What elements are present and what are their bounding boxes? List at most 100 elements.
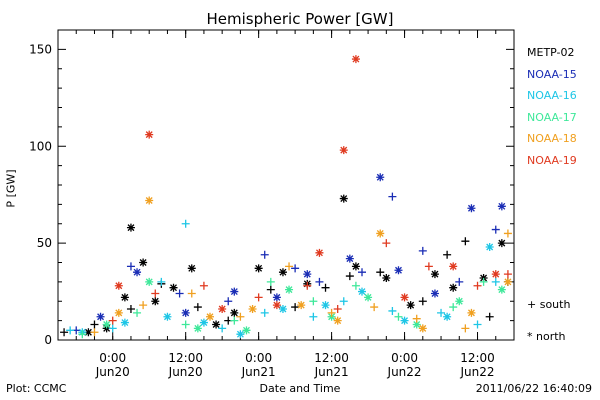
noaa-17-north-point <box>285 285 294 294</box>
noaa-16-north-point <box>321 301 330 310</box>
noaa-16-north-point <box>199 318 208 327</box>
noaa-19-north-point <box>114 281 123 290</box>
noaa-18-north-point <box>503 277 512 286</box>
noaa-19-north-point <box>491 270 500 279</box>
noaa-16-south-point <box>473 320 482 329</box>
noaa-15-north-point <box>230 287 239 296</box>
noaa-15-north-point <box>303 270 312 279</box>
noaa-17-north-point <box>242 326 251 335</box>
plot-frame <box>57 29 515 341</box>
noaa-15-north-point <box>430 289 439 298</box>
metp-02-north-point <box>126 223 135 232</box>
x-tick-label-date: Jun20 <box>168 365 203 379</box>
noaa-15-south-point <box>260 250 269 259</box>
noaa-18-north-point <box>376 229 385 238</box>
noaa-18-north-point <box>418 324 427 333</box>
metp-02-south-point <box>485 312 494 321</box>
metp-02-north-point <box>151 297 160 306</box>
noaa-17-north-point <box>193 324 202 333</box>
noaa-19-south-point <box>382 239 391 248</box>
noaa-18-south-point <box>139 301 148 310</box>
x-tick-label-date: Jun20 <box>95 365 130 379</box>
noaa-18-south-point <box>187 289 196 298</box>
noaa-19-south-point <box>424 262 433 271</box>
x-tick-label-date: Jun21 <box>241 365 276 379</box>
metp-02-south-point <box>376 268 385 277</box>
metp-02-south-point <box>266 285 275 294</box>
noaa-15-north-point <box>181 308 190 317</box>
noaa-19-south-point <box>303 281 312 290</box>
x-tick-label-time: 0:00 <box>245 351 272 365</box>
noaa-18-north-point <box>333 316 342 325</box>
x-tick-label-time: 12:00 <box>168 351 203 365</box>
noaa-19-south-point <box>151 289 160 298</box>
noaa-18-south-point <box>461 324 470 333</box>
noaa-18-south-point <box>412 314 421 323</box>
x-tick-label-date: Jun22 <box>387 365 422 379</box>
metp-02-south-point <box>443 250 452 259</box>
noaa-16-north-point <box>400 316 409 325</box>
noaa-16-south-point <box>388 306 397 315</box>
legend-entry: NOAA-16 <box>527 89 577 102</box>
metp-02-south-point <box>60 328 69 337</box>
x-axis-label: Date and Time <box>259 382 341 395</box>
noaa-18-north-point <box>206 312 214 321</box>
noaa-15-south-point <box>224 297 233 306</box>
metp-02-north-point <box>139 258 148 267</box>
noaa-19-north-point <box>449 262 458 271</box>
plot-source-label: Plot: CCMC <box>6 382 67 395</box>
noaa-16-south-point <box>108 324 117 333</box>
metp-02-south-point <box>461 237 470 246</box>
noaa-17-south-point <box>266 277 275 286</box>
south-marker-key: + south <box>527 298 571 311</box>
metp-02-south-point <box>418 297 427 306</box>
noaa-15-north-point <box>376 173 385 182</box>
noaa-16-south-point <box>491 277 500 286</box>
metp-02-north-point <box>278 268 287 277</box>
noaa-18-north-point <box>297 301 306 310</box>
noaa-15-north-point <box>96 312 105 321</box>
noaa-18-south-point <box>90 328 99 337</box>
metp-02-north-point <box>382 274 391 282</box>
noaa-16-north-point <box>485 243 494 251</box>
legend-entry: NOAA-18 <box>527 132 577 145</box>
noaa-19-north-point <box>351 55 360 64</box>
metp-02-south-point <box>90 320 99 329</box>
noaa-19-north-point <box>400 293 409 302</box>
metp-02-north-point <box>406 301 415 310</box>
metp-02-north-point <box>169 283 178 292</box>
noaa-16-south-point <box>260 308 269 317</box>
legend-entry: METP-02 <box>527 46 575 59</box>
noaa-19-south-point <box>199 281 208 290</box>
noaa-19-north-point <box>315 248 324 257</box>
north-marker-key: * north <box>527 330 566 343</box>
noaa-18-north-point <box>248 305 257 313</box>
noaa-19-south-point <box>108 316 117 325</box>
y-tick-label: 50 <box>37 236 52 250</box>
legend-entry: NOAA-15 <box>527 67 577 81</box>
noaa-17-south-point <box>449 303 458 312</box>
noaa-15-south-point <box>126 262 135 271</box>
noaa-19-north-point <box>272 301 281 310</box>
noaa-19-north-point <box>339 146 348 155</box>
metp-02-north-point <box>230 308 239 317</box>
noaa-17-south-point <box>133 308 142 317</box>
x-tick-label-time: 12:00 <box>314 351 349 365</box>
metp-02-north-point <box>351 262 360 271</box>
noaa-19-north-point <box>218 305 227 313</box>
noaa-17-south-point <box>479 277 488 286</box>
noaa-18-north-point <box>114 308 123 317</box>
noaa-16-north-point <box>163 312 172 321</box>
noaa-16-north-point <box>120 318 129 327</box>
metp-02-north-point <box>339 194 348 203</box>
metp-02-south-point <box>291 303 300 312</box>
noaa-16-south-point <box>157 277 166 286</box>
x-tick-label-time: 12:00 <box>460 351 495 365</box>
noaa-16-north-point <box>358 287 366 296</box>
noaa-18-north-point <box>467 308 476 317</box>
noaa-17-north-point <box>145 277 154 286</box>
noaa-15-south-point <box>315 277 324 286</box>
metp-02-north-point <box>212 320 221 329</box>
metp-02-south-point <box>193 303 202 312</box>
noaa-19-south-point <box>473 281 482 290</box>
